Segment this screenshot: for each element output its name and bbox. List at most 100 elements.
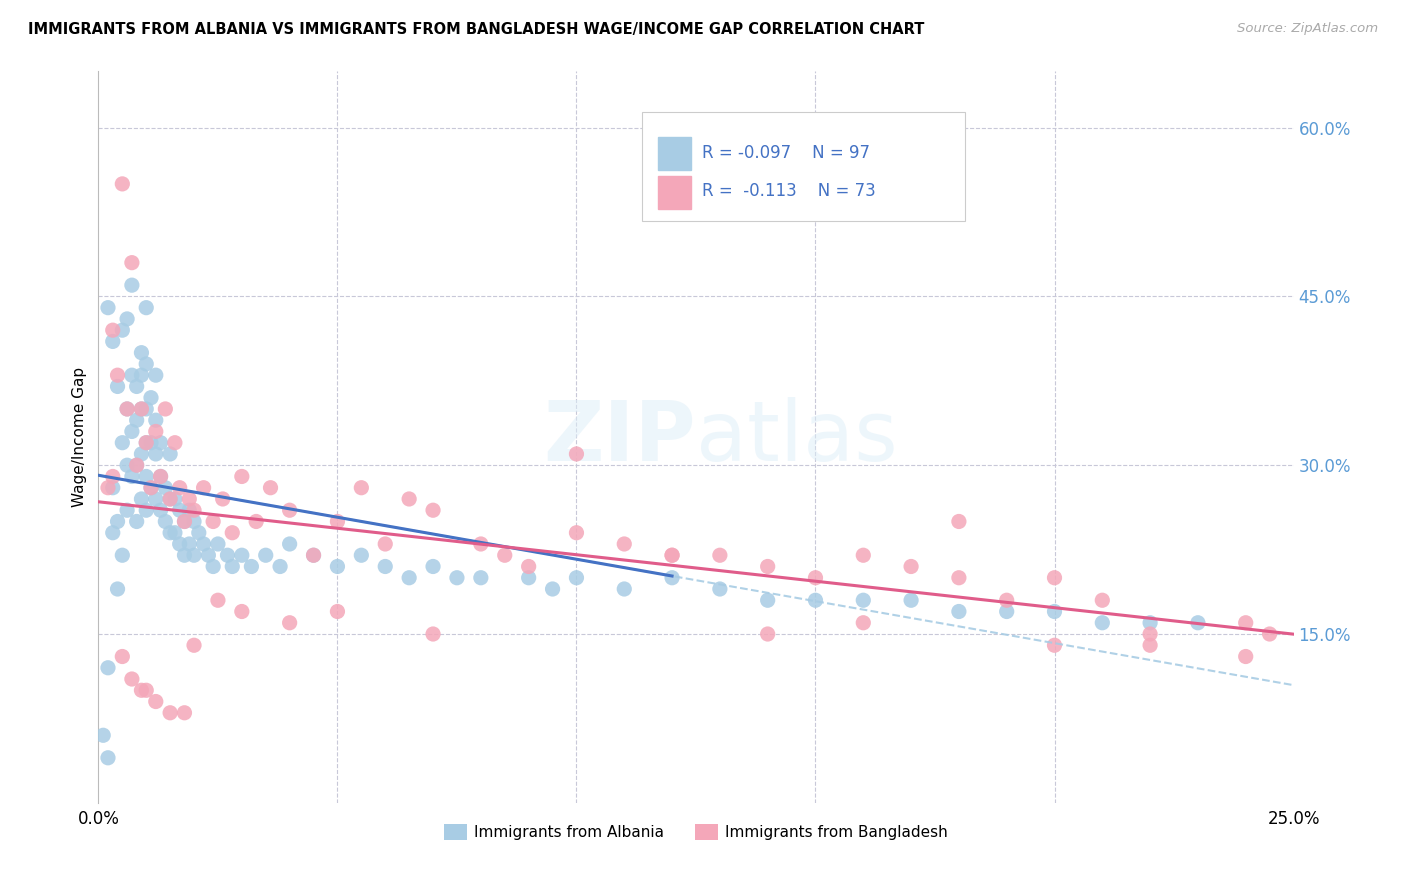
Point (139, 481, 162, 495)
Point (756, 627, 779, 641)
Point (115, 458, 138, 473)
Point (183, 503, 205, 517)
Point (269, 559, 291, 574)
Point (221, 559, 243, 574)
Point (183, 638, 205, 652)
Point (155, 401, 177, 416)
Point (948, 605, 970, 619)
Point (709, 582, 731, 596)
Point (131, 401, 153, 416)
Point (398, 491, 420, 506)
Point (139, 435, 162, 450)
Point (278, 615, 301, 630)
Point (326, 605, 349, 619)
Point (326, 515, 349, 529)
Point (163, 435, 186, 450)
Point (125, 458, 148, 473)
Text: Source: ZipAtlas.com: Source: ZipAtlas.com (1237, 22, 1378, 36)
Y-axis label: Wage/Income Gap: Wage/Income Gap (72, 367, 87, 508)
Point (202, 559, 225, 574)
Point (135, 301, 157, 315)
Point (1234, 649, 1257, 664)
Point (139, 391, 162, 405)
Point (107, 368, 129, 383)
Point (245, 515, 267, 529)
Point (374, 559, 396, 574)
Point (494, 548, 516, 562)
Point (422, 503, 444, 517)
Point (145, 425, 167, 439)
Point (302, 548, 325, 562)
Point (231, 548, 253, 562)
Point (149, 503, 172, 517)
Point (613, 537, 636, 551)
Point (121, 255, 143, 269)
Point (1139, 615, 1161, 630)
Point (115, 401, 138, 416)
Point (149, 469, 172, 483)
Point (121, 469, 143, 483)
Point (173, 515, 195, 529)
Point (121, 672, 143, 686)
Point (240, 559, 263, 574)
Point (207, 593, 229, 607)
Point (302, 548, 325, 562)
Text: IMMIGRANTS FROM ALBANIA VS IMMIGRANTS FROM BANGLADESH WAGE/INCOME GAP CORRELATIO: IMMIGRANTS FROM ALBANIA VS IMMIGRANTS FR… (28, 22, 925, 37)
Point (97, 661, 120, 675)
Point (398, 571, 420, 585)
Point (1091, 615, 1114, 630)
Point (661, 548, 683, 562)
Point (852, 548, 875, 562)
Point (852, 615, 875, 630)
Point (115, 503, 138, 517)
Point (187, 525, 209, 540)
Point (541, 582, 564, 596)
Point (149, 435, 172, 450)
Point (517, 571, 540, 585)
Point (107, 515, 129, 529)
Point (207, 537, 229, 551)
Point (163, 525, 186, 540)
Point (145, 447, 167, 461)
Point (107, 582, 129, 596)
Point (135, 357, 157, 371)
Point (948, 571, 970, 585)
FancyBboxPatch shape (643, 112, 965, 221)
Point (804, 593, 827, 607)
Point (374, 537, 396, 551)
Point (131, 368, 153, 383)
Point (135, 503, 157, 517)
Point (900, 593, 922, 607)
Point (125, 515, 148, 529)
Point (179, 491, 201, 506)
Point (231, 605, 253, 619)
Point (135, 435, 157, 450)
Point (1043, 605, 1066, 619)
Point (517, 559, 540, 574)
Point (900, 559, 922, 574)
Point (101, 481, 124, 495)
Point (159, 447, 181, 461)
Point (173, 515, 195, 529)
Point (97, 301, 120, 315)
Point (97, 751, 120, 765)
Point (565, 447, 588, 461)
Point (131, 491, 153, 506)
Point (1043, 638, 1066, 652)
Point (155, 481, 177, 495)
Point (145, 413, 167, 427)
Point (173, 548, 195, 562)
Point (422, 559, 444, 574)
Point (350, 481, 373, 495)
Point (155, 515, 177, 529)
Point (1091, 593, 1114, 607)
Point (159, 491, 181, 506)
Point (121, 425, 143, 439)
Point (661, 548, 683, 562)
Point (565, 525, 588, 540)
Point (1187, 615, 1209, 630)
Point (231, 469, 253, 483)
Point (565, 571, 588, 585)
Point (179, 503, 201, 517)
Point (131, 401, 153, 416)
